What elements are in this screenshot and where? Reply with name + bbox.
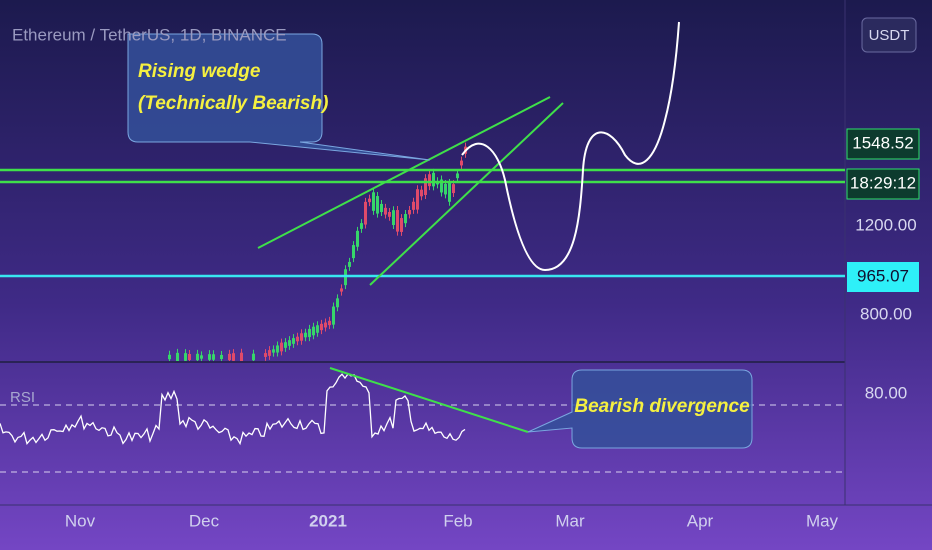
price-tag <box>846 128 920 160</box>
candle-body <box>404 214 407 224</box>
candle-body <box>232 353 235 361</box>
candle-body <box>276 345 279 353</box>
candle-body <box>296 336 299 342</box>
annotation: Bearish divergence <box>574 396 750 417</box>
candle-body <box>384 207 387 215</box>
candle-body <box>220 354 223 360</box>
projection-curve <box>461 21 680 272</box>
annotation: Rising wedge <box>138 61 261 82</box>
price-label: 800.00 <box>860 304 912 323</box>
candle-body <box>388 212 391 217</box>
candle-body <box>364 201 367 225</box>
candle-body <box>240 352 243 361</box>
candle-body <box>412 201 415 210</box>
time-label: Nov <box>65 511 96 530</box>
time-axis: Nov Dec 2021 Feb Mar Apr May <box>65 511 839 530</box>
candle-body <box>424 178 427 195</box>
candle-body <box>280 342 283 352</box>
candle-body <box>368 198 371 203</box>
candle-body <box>228 353 231 361</box>
candle-body <box>352 245 355 259</box>
candle-body <box>316 325 319 333</box>
time-label: May <box>806 511 839 530</box>
chart-title: Ethereum / TetherUS, 1D, BINANCE <box>12 25 287 44</box>
annotation: (Technically Bearish) <box>138 93 328 114</box>
candle-body <box>336 298 339 308</box>
candle-body <box>356 230 359 247</box>
candle-body <box>176 352 179 361</box>
wedge-upper <box>257 96 551 249</box>
candle-body <box>392 210 395 226</box>
candle-body <box>400 218 403 232</box>
price-label: 965.07 <box>857 266 909 285</box>
candle-body <box>432 172 435 187</box>
candle-body <box>448 183 451 202</box>
time-label: Apr <box>687 511 714 530</box>
candle-body <box>332 306 335 325</box>
currency-button[interactable] <box>861 17 917 53</box>
candle-body <box>408 209 411 215</box>
candle-body <box>348 261 351 267</box>
candle-body <box>284 342 287 348</box>
candle-body <box>416 189 419 210</box>
candle-body <box>292 338 295 344</box>
candle-body <box>456 173 459 179</box>
divergence-callout <box>527 369 753 449</box>
candle-body <box>428 174 431 187</box>
candle-body <box>212 354 215 360</box>
candle-body <box>444 183 447 195</box>
wedge-lower <box>369 102 564 286</box>
candle-body <box>184 353 187 361</box>
rsi-line <box>0 373 466 446</box>
candle-body <box>360 223 363 229</box>
candle-body <box>440 179 443 193</box>
candle-body <box>328 320 331 326</box>
candle-body <box>380 203 383 213</box>
time-label: 2021 <box>309 511 347 530</box>
time-label: Dec <box>189 511 220 530</box>
candle-body <box>340 288 343 292</box>
time-label: Feb <box>443 511 472 530</box>
rsi-label: RSI <box>10 389 35 406</box>
candle-body <box>188 354 191 360</box>
countdown-label: 18:29:12 <box>850 173 916 192</box>
candle-body <box>252 353 255 361</box>
candle-body <box>420 189 423 197</box>
rsi-level-label: 80.00 <box>865 383 908 402</box>
wedge-callout <box>127 33 431 161</box>
candle-body <box>300 333 303 341</box>
candle-body <box>288 340 291 346</box>
candle-body <box>264 353 267 357</box>
divergence-line <box>329 367 529 433</box>
candle-body <box>376 196 379 214</box>
candle-body <box>196 353 199 361</box>
candle-body <box>372 192 375 211</box>
countdown-tag <box>846 168 920 200</box>
candle-body <box>268 350 271 356</box>
candle-body <box>272 349 275 353</box>
support-tag <box>847 262 919 292</box>
price-label: 1200.00 <box>855 215 916 234</box>
time-label: Mar <box>555 511 585 530</box>
candle-body <box>308 328 311 338</box>
candle-body <box>208 354 211 360</box>
candle-body <box>312 326 315 336</box>
candle-body <box>460 160 463 166</box>
candle-body <box>452 184 455 194</box>
candle-body <box>304 332 307 338</box>
candle-body <box>320 323 323 331</box>
candle-body <box>396 210 399 232</box>
candle-body <box>168 354 171 360</box>
candle-body <box>324 322 327 328</box>
price-label: 1548.52 <box>852 133 913 152</box>
currency-label: USDT <box>869 27 910 44</box>
candle-body <box>200 355 203 359</box>
